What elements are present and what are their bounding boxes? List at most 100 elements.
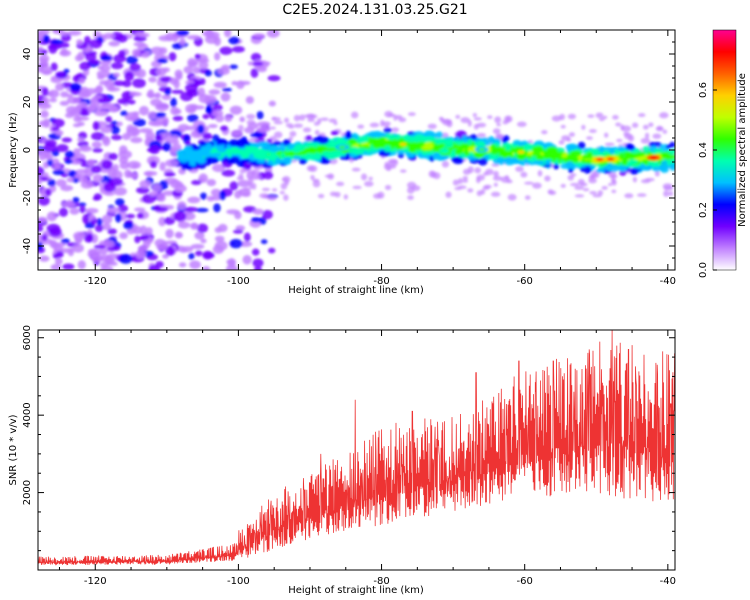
noise-blob — [86, 233, 94, 243]
snr-y-label: SNR (10 * v/v) — [8, 414, 19, 485]
noise-blob — [226, 258, 237, 266]
noise-blob — [636, 193, 647, 197]
noise-blob — [652, 133, 662, 139]
noise-blob — [198, 61, 209, 70]
noise-blob — [462, 178, 469, 183]
noise-blob — [176, 30, 190, 36]
noise-blob — [467, 119, 472, 127]
noise-blob — [310, 175, 315, 181]
colorbar-ticks: 0.0 0.2 0.4 0.6 — [698, 82, 717, 278]
noise-blob — [170, 97, 177, 108]
noise-blob — [284, 117, 290, 123]
noise-blob — [64, 159, 74, 164]
noise-blob — [66, 93, 74, 98]
signal-blob — [565, 143, 578, 151]
signal-blob — [553, 150, 560, 159]
noise-blob — [581, 124, 586, 130]
noise-blob — [621, 125, 632, 132]
noise-blob — [92, 121, 100, 131]
noise-blob — [55, 71, 67, 79]
noise-blob — [60, 238, 70, 244]
noise-blob — [100, 126, 112, 134]
noise-blob — [92, 174, 103, 183]
noise-blob — [104, 191, 115, 196]
noise-blob — [130, 137, 143, 144]
noise-blob — [54, 257, 63, 265]
signal-blob — [365, 148, 373, 153]
noise-blob — [75, 169, 90, 174]
noise-blob — [181, 246, 194, 253]
noise-blob — [190, 179, 202, 186]
signal-blob — [467, 146, 478, 154]
noise-blob — [245, 96, 254, 104]
noise-blob — [484, 184, 492, 189]
noise-blob — [202, 266, 210, 270]
noise-blob — [386, 166, 392, 172]
noise-blob — [38, 46, 44, 52]
noise-blob — [208, 123, 218, 129]
noise-blob — [202, 250, 214, 260]
noise-blob — [279, 190, 286, 195]
noise-blob — [198, 94, 211, 104]
noise-blob — [52, 169, 65, 176]
noise-blob — [46, 158, 53, 167]
noise-blob — [41, 87, 49, 97]
noise-blob — [352, 185, 362, 190]
noise-blob — [53, 163, 61, 170]
noise-blob — [485, 168, 494, 176]
noise-blob — [67, 247, 75, 257]
noise-blob — [50, 62, 58, 72]
noise-blob — [398, 117, 407, 123]
signal-blob — [487, 136, 495, 143]
x-tick-label: -40 — [660, 276, 676, 287]
noise-blob — [253, 175, 262, 180]
noise-blob — [73, 148, 81, 155]
noise-blob — [616, 138, 623, 143]
noise-blob — [97, 74, 105, 80]
signal-blob — [435, 131, 444, 139]
noise-blob — [107, 228, 117, 235]
noise-blob — [158, 35, 172, 42]
noise-blob — [169, 77, 178, 85]
noise-blob — [118, 253, 133, 264]
x-tick-label: -100 — [227, 276, 250, 287]
noise-blob — [206, 195, 215, 202]
noise-blob — [389, 164, 397, 169]
noise-blob — [299, 114, 306, 121]
noise-blob — [134, 207, 146, 212]
signal-blob — [317, 136, 330, 145]
noise-blob — [126, 55, 138, 65]
noise-blob — [229, 238, 243, 249]
noise-blob — [259, 193, 269, 199]
noise-blob — [119, 232, 128, 240]
noise-blob — [351, 167, 361, 172]
noise-blob — [77, 137, 85, 142]
noise-blob — [246, 113, 256, 120]
noise-blob — [213, 203, 221, 213]
snr-x-label: Height of straight line (km) — [288, 585, 424, 596]
noise-blob — [194, 53, 201, 60]
noise-blob — [640, 137, 651, 144]
noise-blob — [61, 137, 73, 143]
noise-blob — [313, 121, 320, 126]
noise-blob — [158, 216, 167, 227]
signal-blob — [179, 154, 186, 161]
noise-blob — [285, 123, 294, 128]
noise-blob — [273, 120, 283, 125]
noise-blob — [159, 161, 166, 171]
noise-blob — [357, 124, 365, 129]
signal-blob — [406, 136, 417, 143]
noise-blob — [131, 48, 141, 57]
noise-blob — [107, 168, 118, 178]
noise-blob — [78, 131, 88, 140]
noise-blob — [45, 188, 52, 197]
noise-blob — [55, 83, 65, 91]
noise-blob — [94, 110, 109, 117]
noise-blob — [38, 30, 51, 35]
noise-blob — [487, 115, 493, 120]
noise-blob — [243, 232, 251, 242]
noise-blob — [213, 36, 222, 47]
signal-blob — [330, 150, 342, 156]
noise-blob — [206, 178, 217, 187]
